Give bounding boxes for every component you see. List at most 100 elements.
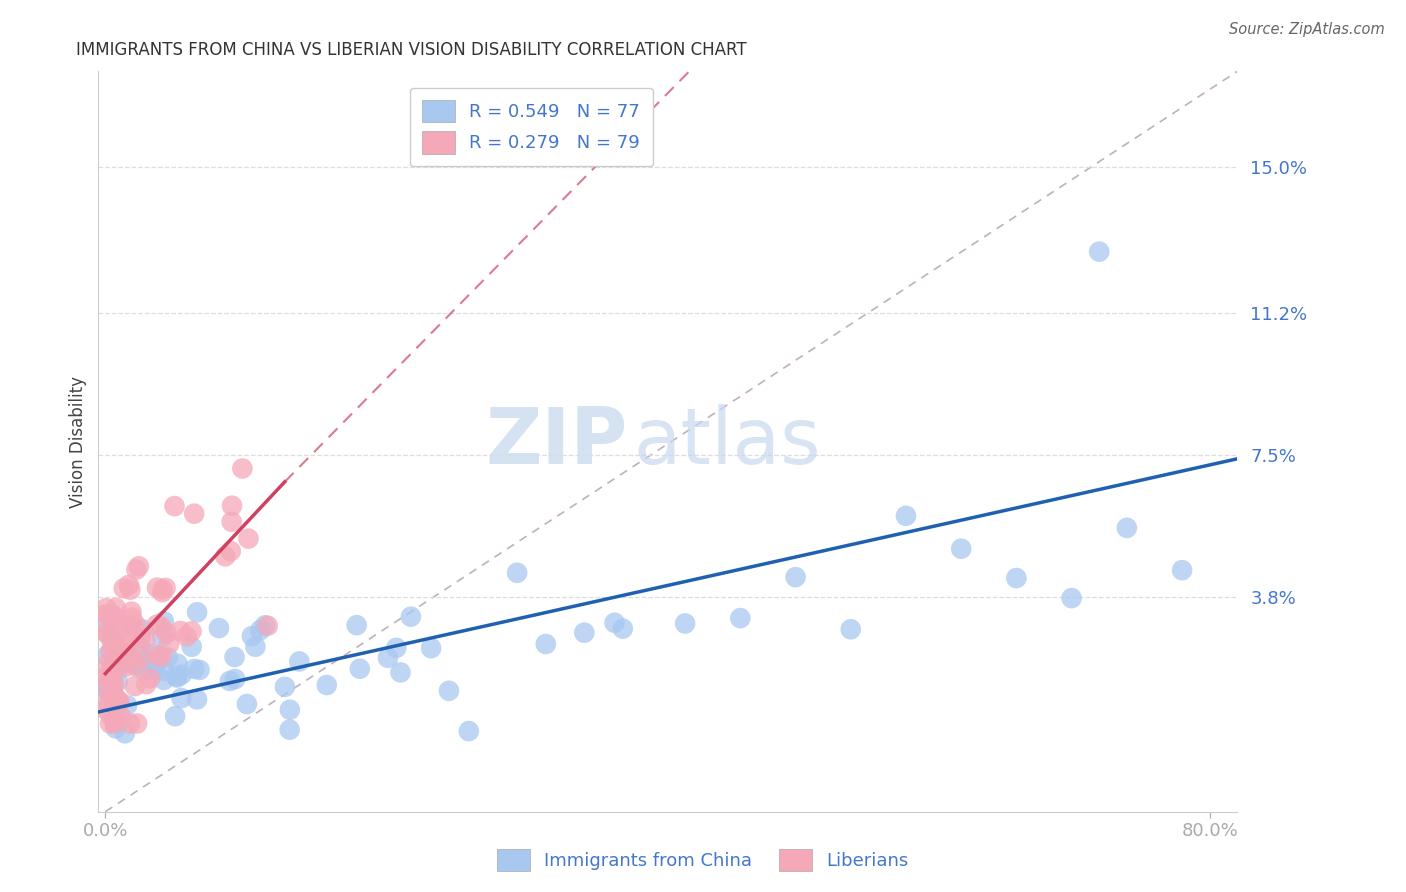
Point [135, 677, 157, 691]
Point [112, 622, 135, 636]
Point [170, 691, 193, 706]
Point [156, 650, 179, 665]
Point [188, 663, 211, 677]
Point [186, 692, 208, 706]
Point [785, 570, 807, 584]
Point [124, 618, 146, 632]
Point [100, 659, 122, 673]
Point [256, 619, 278, 633]
Point [238, 532, 260, 546]
Point [101, 640, 124, 655]
Point [245, 640, 267, 654]
Point [115, 640, 138, 654]
Text: IMMIGRANTS FROM CHINA VS LIBERIAN VISION DISABILITY CORRELATION CHART: IMMIGRANTS FROM CHINA VS LIBERIAN VISION… [76, 41, 747, 59]
Point [94, 607, 117, 622]
Point [150, 585, 173, 599]
Point [115, 645, 138, 659]
Point [104, 600, 127, 615]
Point [153, 664, 176, 678]
Point [108, 696, 131, 710]
Point [94, 702, 117, 716]
Point [221, 499, 243, 513]
Point [97, 609, 120, 624]
Point [104, 712, 127, 726]
Point [165, 669, 187, 683]
Point [94, 601, 117, 615]
Point [104, 627, 127, 641]
Point [141, 647, 163, 661]
Point [169, 624, 191, 638]
Point [139, 671, 162, 685]
Point [180, 624, 202, 639]
Point [155, 626, 177, 640]
Point [110, 614, 132, 628]
Point [127, 716, 149, 731]
Point [104, 722, 127, 736]
Point [894, 508, 917, 523]
Point [103, 698, 125, 712]
Point [96, 617, 118, 632]
Point [1005, 571, 1028, 585]
Point [97, 686, 120, 700]
Point [129, 640, 152, 655]
Point [218, 673, 240, 688]
Point [389, 665, 412, 680]
Point [176, 630, 198, 644]
Point [163, 499, 186, 513]
Point [120, 582, 142, 597]
Point [98, 644, 121, 658]
Point [950, 541, 973, 556]
Point [730, 611, 752, 625]
Point [612, 622, 634, 636]
Point [115, 698, 138, 713]
Point [166, 657, 188, 671]
Point [157, 637, 180, 651]
Point [221, 515, 243, 529]
Point [183, 507, 205, 521]
Point [104, 716, 127, 731]
Point [399, 609, 422, 624]
Legend: Immigrants from China, Liberians: Immigrants from China, Liberians [491, 842, 915, 879]
Point [534, 637, 557, 651]
Point [100, 632, 122, 647]
Point [146, 648, 169, 663]
Point [377, 650, 399, 665]
Point [180, 640, 202, 654]
Point [131, 623, 153, 637]
Point [104, 660, 127, 674]
Point [121, 605, 143, 619]
Point [98, 707, 121, 722]
Point [118, 578, 141, 592]
Point [208, 621, 231, 635]
Point [94, 658, 117, 673]
Point [96, 649, 118, 664]
Point [152, 673, 174, 687]
Text: atlas: atlas [634, 403, 821, 480]
Point [236, 697, 259, 711]
Point [127, 658, 149, 673]
Point [155, 581, 177, 595]
Point [132, 663, 155, 677]
Point [349, 662, 371, 676]
Point [346, 618, 368, 632]
Point [150, 620, 173, 634]
Point [131, 649, 153, 664]
Point [107, 674, 129, 689]
Point [506, 566, 529, 580]
Point [150, 649, 173, 664]
Point [98, 716, 121, 731]
Point [121, 611, 143, 625]
Point [103, 677, 125, 691]
Point [134, 632, 156, 647]
Point [143, 663, 166, 677]
Point [110, 709, 132, 723]
Point [94, 681, 117, 695]
Point [249, 623, 271, 637]
Point [114, 660, 136, 674]
Point [153, 615, 176, 629]
Point [103, 607, 125, 622]
Point [146, 617, 169, 632]
Point [574, 625, 596, 640]
Point [97, 695, 120, 709]
Point [231, 461, 253, 475]
